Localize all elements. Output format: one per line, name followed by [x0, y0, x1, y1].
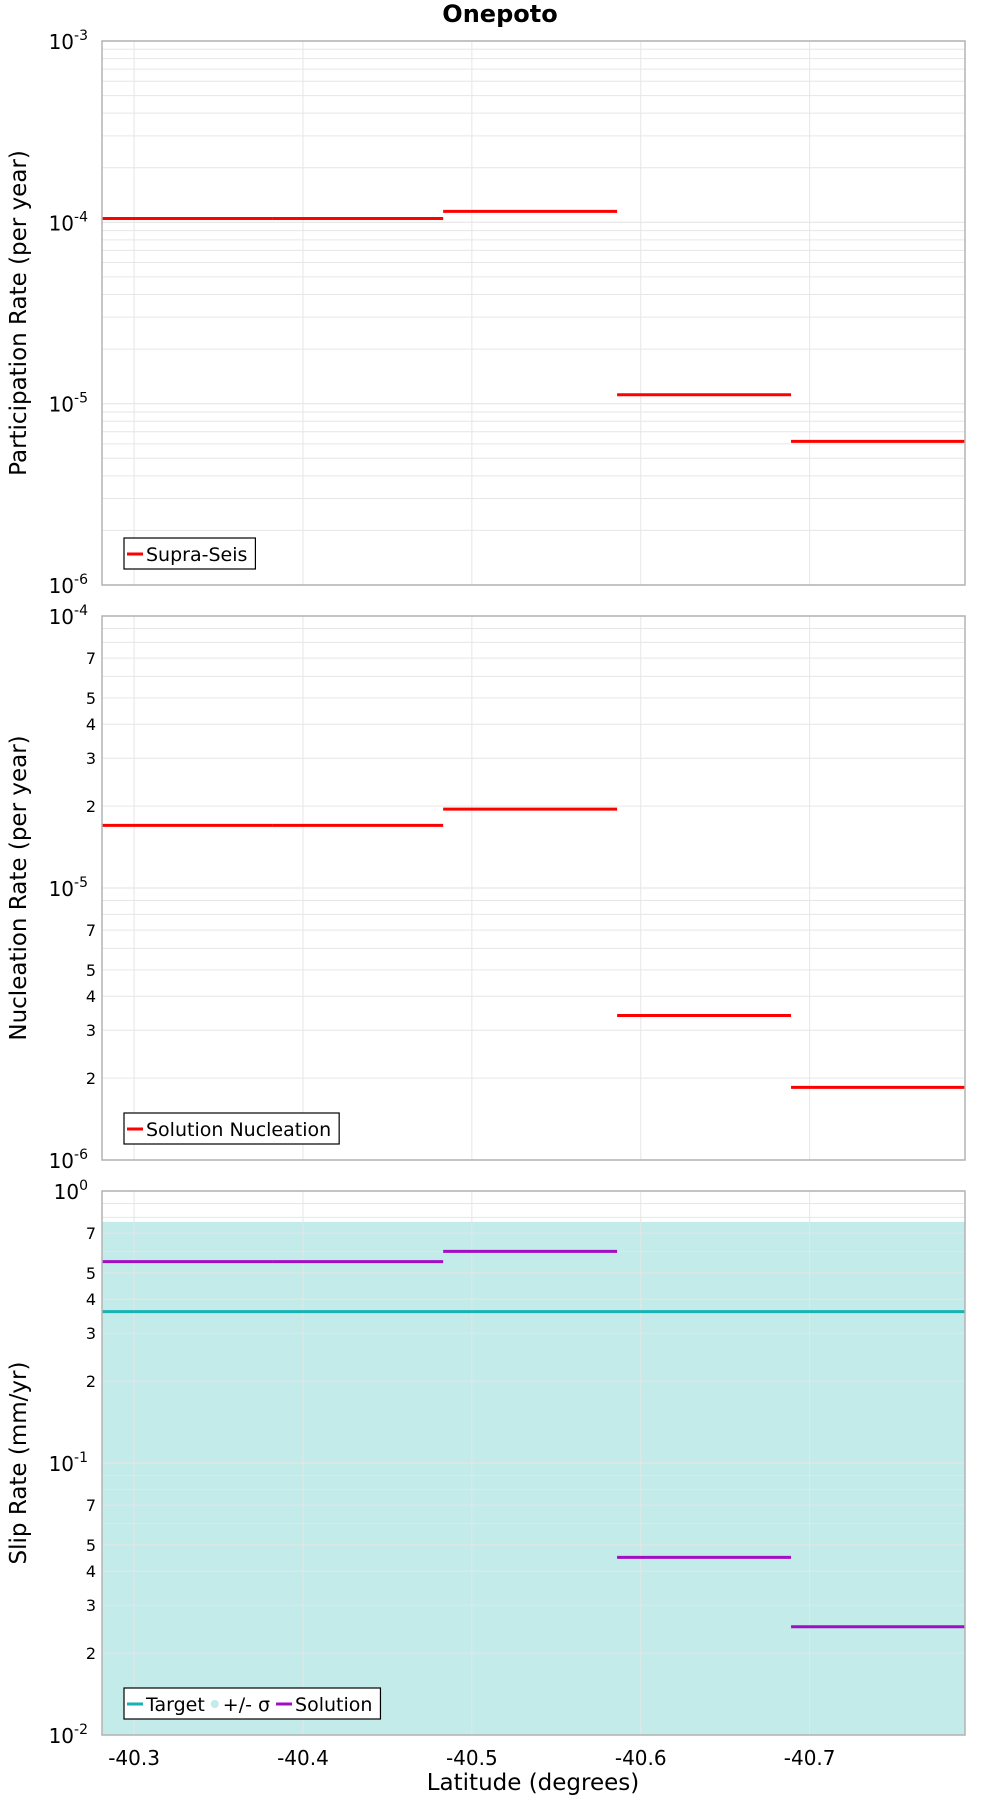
x-tick-label: -40.4	[277, 1746, 329, 1770]
y-minor-tick-label: 4	[86, 1290, 96, 1309]
y-tick-label: 10-6	[49, 572, 89, 598]
y-tick-exponent: -5	[74, 875, 88, 891]
y-minor-tick-label: 5	[86, 1536, 96, 1555]
y-tick-exponent: -4	[74, 209, 88, 225]
legend-swatch-dot	[210, 1700, 219, 1708]
y-tick-base: 10	[54, 1180, 79, 1204]
y-tick-base: 10	[49, 393, 74, 417]
legend-label: Supra-Seis	[146, 544, 247, 566]
y-minor-tick-label: 2	[86, 1372, 96, 1391]
y-tick-base: 10	[49, 211, 74, 235]
y-tick-base: 10	[49, 605, 74, 629]
y-tick-label: 10-6	[49, 1147, 89, 1173]
y-tick-exponent: -6	[74, 1147, 88, 1163]
y-tick-label: 10-2	[49, 1722, 88, 1748]
y-axis-label: Slip Rate (mm/yr)	[6, 1362, 32, 1565]
y-tick-label: 100	[54, 1178, 88, 1204]
y-tick-base: 10	[49, 1724, 74, 1748]
x-tick-label: -40.5	[446, 1746, 498, 1770]
plot-area	[102, 41, 965, 585]
y-minor-tick-label: 7	[86, 1224, 96, 1243]
y-tick-label: 10-4	[49, 603, 89, 629]
y-axis-label: Nucleation Rate (per year)	[6, 735, 32, 1040]
legend-label: Solution	[295, 1694, 372, 1716]
y-tick-label: 10-3	[49, 28, 88, 54]
y-tick-exponent: -4	[74, 603, 88, 619]
y-tick-exponent: -2	[74, 1722, 88, 1738]
y-tick-label: 10-5	[49, 875, 88, 901]
y-tick-label: 10-4	[49, 209, 89, 235]
y-minor-tick-label: 5	[86, 1264, 96, 1283]
x-axis-label: Latitude (degrees)	[427, 1770, 640, 1796]
x-tick-label: -40.6	[615, 1746, 667, 1770]
y-tick-exponent: 0	[79, 1178, 88, 1194]
plot-frame	[101, 615, 966, 1161]
plot-frame	[101, 40, 966, 586]
x-tick-label: -40.7	[784, 1746, 836, 1770]
y-minor-tick-label: 7	[86, 1496, 96, 1515]
plot-frame	[101, 1190, 966, 1736]
y-minor-tick-label: 3	[86, 1324, 96, 1343]
y-axis-label: Participation Rate (per year)	[6, 150, 32, 476]
y-tick-base: 10	[49, 877, 74, 901]
y-minor-tick-label: 5	[86, 689, 96, 708]
y-minor-tick-label: 3	[86, 1596, 96, 1615]
y-minor-tick-label: 4	[86, 1562, 96, 1581]
chart-title: Onepoto	[442, 0, 557, 28]
legend: Supra-Seis	[123, 537, 257, 570]
y-minor-tick-label: 2	[86, 1069, 96, 1088]
legend: Solution Nucleation	[123, 1112, 340, 1145]
legend: Target +/- σ Solution	[123, 1687, 382, 1720]
y-tick-base: 10	[49, 574, 74, 598]
y-minor-tick-label: 3	[86, 1021, 96, 1040]
y-minor-tick-label: 5	[86, 961, 96, 980]
y-minor-tick-label: 2	[86, 797, 96, 816]
y-tick-base: 10	[49, 1149, 74, 1173]
y-minor-tick-label: 4	[86, 987, 96, 1006]
y-minor-tick-label: 7	[86, 649, 96, 668]
y-minor-tick-label: 7	[86, 921, 96, 940]
legend-label: Target	[145, 1694, 205, 1716]
y-tick-exponent: -1	[74, 1450, 88, 1466]
y-tick-label: 10-5	[49, 391, 88, 417]
legend-label: Solution Nucleation	[146, 1119, 331, 1141]
y-tick-exponent: -3	[74, 28, 88, 44]
sigma-band	[102, 1221, 965, 1735]
x-tick-label: -40.3	[108, 1746, 160, 1770]
y-tick-base: 10	[49, 1452, 74, 1476]
legend-label: +/- σ	[223, 1694, 270, 1716]
y-minor-tick-label: 4	[86, 715, 96, 734]
y-minor-tick-label: 2	[86, 1644, 96, 1663]
y-tick-exponent: -6	[74, 572, 88, 588]
legend-frame	[123, 1112, 340, 1145]
y-minor-tick-label: 3	[86, 749, 96, 768]
y-tick-exponent: -5	[74, 391, 88, 407]
y-tick-base: 10	[49, 30, 74, 54]
legend-frame	[123, 537, 257, 570]
legend-frame	[123, 1687, 382, 1720]
y-tick-label: 10-1	[49, 1450, 88, 1476]
